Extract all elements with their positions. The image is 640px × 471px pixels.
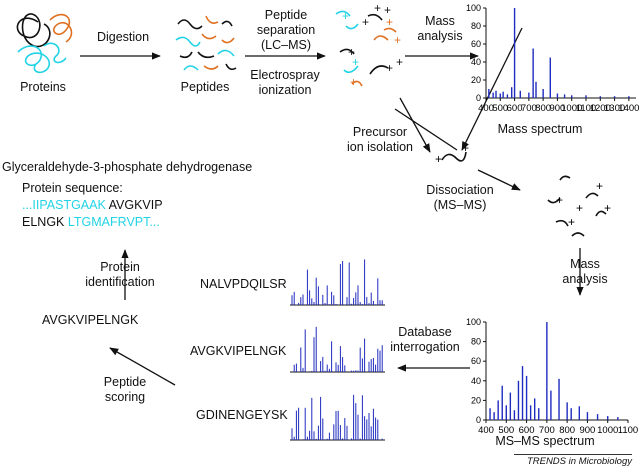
label-proteins: Proteins	[20, 80, 66, 94]
label-mass-spectrum: Mass spectrum	[497, 122, 583, 136]
svg-text:+: +	[352, 55, 359, 69]
sequence-line-1: ...IIPASTGAAK AVGKVIP	[22, 198, 163, 213]
arrow-dissociation	[477, 169, 521, 191]
sequence-match-part2: ELNGK	[22, 215, 65, 229]
svg-text:+: +	[596, 179, 603, 193]
ms1-x-tick-label: 800	[535, 103, 551, 114]
label-dissociation: Dissociation (MS–MS)	[426, 183, 494, 212]
label-peptides: Peptides	[180, 80, 230, 94]
sequence-match-part1: AVGKVIP	[108, 198, 163, 212]
svg-text:+: +	[396, 55, 403, 69]
ms2-y-tick-label: 0	[476, 415, 481, 425]
candidate-peptide-2: AVGKVIPELNGK	[190, 344, 287, 358]
ms2-y-tick-label: 80	[471, 337, 481, 347]
svg-text:+: +	[386, 15, 393, 29]
arrow-precursor-isolation-line	[394, 108, 458, 151]
svg-text:+: +	[604, 201, 611, 215]
svg-text:+: +	[568, 215, 575, 229]
svg-text:+: +	[350, 75, 357, 89]
arrow-peptides-to-precursor	[399, 97, 431, 153]
ms2-x-tick-label: 600	[519, 425, 535, 436]
ms1-x-tick-label: 500	[492, 103, 508, 114]
charge-signs: + + + + + + + + + + +	[342, 1, 403, 89]
svg-text:+: +	[576, 201, 583, 215]
proteins-icon	[16, 13, 73, 74]
flow-arrows	[80, 27, 584, 386]
label-ms-ms-spectrum: MS–MS spectrum	[495, 434, 595, 448]
ms2-x-tick-label: 900	[579, 425, 595, 436]
svg-text:+: +	[556, 193, 563, 207]
label-peptide-separation: Peptide separation (LC–MS)	[256, 8, 316, 52]
ms1-y-tick-label: 0	[476, 93, 481, 103]
ms1-y-tick-label: 60	[471, 39, 481, 49]
ms-ms-spectrum-chart: 400 500 600 700 800 900 1000 1100 0 20 40 60 80 100	[466, 317, 638, 436]
sequence-flank-left: ...IIPASTGAAK	[22, 198, 106, 212]
ms2-y-tick-label: 20	[471, 395, 481, 405]
ms1-y-tick-label: 40	[471, 57, 481, 67]
svg-text:+: +	[342, 9, 349, 23]
ms1-x-tick-label: 600	[507, 103, 523, 114]
ms1-y-tick-label: 100	[466, 3, 481, 13]
ms1-x-tick-label: 700	[521, 103, 537, 114]
svg-text:+: +	[394, 33, 401, 47]
protein-name: Glyceraldehyde-3-phosphate dehydrogenase	[2, 160, 253, 174]
ms1-x-tick-label: 900	[549, 103, 565, 114]
label-mass-analysis-right: Mass analysis	[562, 257, 608, 286]
ms2-y-tick-label: 40	[471, 376, 481, 386]
ms2-x-tick-label: 1100	[618, 425, 638, 436]
journal-credit: TRENDS in Microbiology	[514, 454, 632, 467]
svg-text:+: +	[374, 1, 381, 15]
ms2-x-tick-label: 800	[559, 425, 575, 436]
svg-text:+: +	[384, 3, 391, 17]
sequence-line-2: ELNGK LTGMAFRVPT...	[22, 215, 160, 230]
ms1-x-tick-label: 400	[478, 103, 494, 114]
fragment-charges: + + + + +	[556, 179, 611, 229]
ms2-x-tick-label: 700	[539, 425, 555, 436]
charged-peptides-icon	[335, 10, 397, 87]
ms2-y-tick-label: 60	[471, 356, 481, 366]
arrow-scoring	[109, 347, 176, 386]
label-peptide-scoring: Peptide scoring	[103, 375, 147, 404]
candidate-peptide-3: GDINENGEYSK	[196, 408, 288, 422]
candidate-peptide-1: NALVPDQILSR	[200, 277, 287, 291]
label-database-interrogation: Database interrogation	[390, 325, 460, 354]
ms1-x-tick-label: 1000	[561, 103, 582, 114]
label-precursor-isolation: Precursor ion isolation	[346, 125, 413, 154]
svg-text:+: +	[386, 61, 393, 75]
ms2-y-tick-label: 100	[466, 317, 481, 327]
ms1-x-tick-label: 1200	[590, 103, 611, 114]
label-digestion: Digestion	[96, 30, 150, 44]
ms1-x-tick-label: 1100	[576, 103, 596, 114]
identified-peptide: AVGKVIPELNGK	[42, 313, 139, 327]
ms1-x-tick-label: 1400	[618, 103, 639, 114]
fragment-ions-icon	[547, 175, 607, 237]
svg-text:+: +	[435, 152, 442, 166]
ms1-x-tick-label: 1300	[604, 103, 625, 114]
ms2-x-tick-label: 1000	[597, 425, 618, 436]
label-mass-analysis-top: Mass analysis	[417, 14, 463, 43]
ms2-x-tick-label: 400	[478, 425, 494, 436]
protein-sequence-heading: Protein sequence:	[22, 181, 123, 195]
peptides-icon	[175, 15, 237, 71]
sequence-flank-right: LTGMAFRVPT...	[67, 215, 160, 229]
ms2-x-tick-label: 500	[498, 425, 514, 436]
ms1-y-tick-label: 20	[471, 75, 481, 85]
label-protein-identification: Protein identification	[85, 260, 155, 289]
svg-text:+: +	[362, 15, 369, 29]
svg-text:+: +	[348, 45, 355, 59]
label-electrospray: Electrospray ionization	[250, 68, 320, 97]
arrow-precursor-from-spectrum	[461, 27, 523, 151]
ms1-y-tick-label: 80	[471, 21, 481, 31]
candidate-spectra	[290, 259, 385, 441]
